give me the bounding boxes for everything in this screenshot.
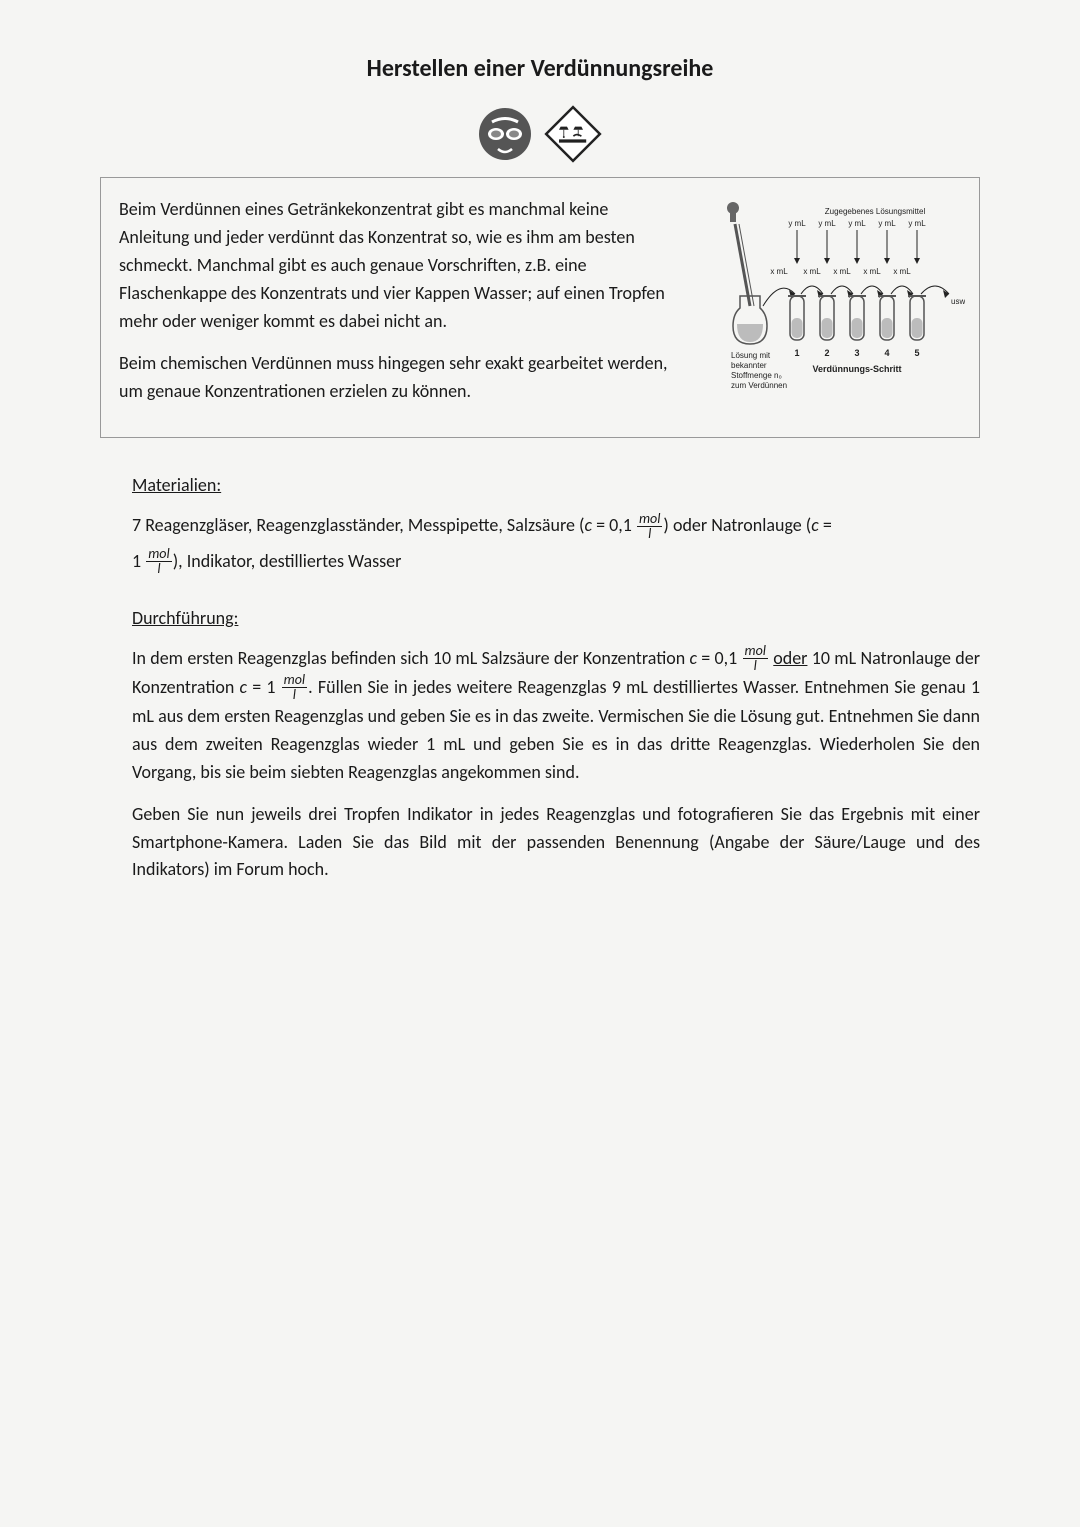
x-label-2: x mL: [833, 267, 851, 276]
intro-p2: Beim chemischen Verdünnen muss hingegen …: [119, 350, 681, 406]
mat-t1: 7 Reagenzgläser, Reagenzglasständer, Mes…: [132, 514, 585, 536]
tube-num-4: 4: [884, 348, 889, 358]
diagram-src-l1: Lösung mit: [731, 351, 771, 360]
diagram-src-l4: zum Verdünnen: [731, 381, 787, 390]
mat-t2: = 0,1: [592, 514, 636, 536]
procedure-p2: Geben Sie nun jeweils drei Tropfen Indik…: [132, 801, 980, 885]
proc-t1: In dem ersten Reagenzglas befinden sich …: [132, 647, 689, 669]
mat-t6: ), Indikator, destilliertes Wasser: [173, 550, 402, 572]
mat-t5: 1: [132, 550, 145, 572]
dilution-diagram: Zugegebenes Lösungsmittel y mL y mL y mL…: [695, 196, 965, 419]
mat-t3: ) oder Natronlauge (: [663, 514, 811, 536]
x-label-1: x mL: [803, 267, 821, 276]
tube-num-3: 3: [854, 348, 859, 358]
content-block: Materialien: 7 Reagenzgläser, Reagenzgla…: [100, 472, 980, 884]
tube-num-1: 1: [794, 348, 799, 358]
mat-c2: c: [811, 514, 819, 536]
safety-icons-row: [100, 105, 980, 163]
diagram-src-l3: Stoffmenge n₀: [731, 371, 782, 380]
diagram-solvent-label: Zugegebenes Lösungsmittel: [825, 207, 926, 216]
mat-t4: =: [819, 514, 832, 536]
x-label-3: x mL: [863, 267, 881, 276]
frac-d3: l: [743, 659, 768, 673]
proc-t4: = 1: [247, 676, 281, 698]
mat-c1: c: [585, 514, 593, 536]
goggles-icon: [478, 107, 532, 161]
tube-num-2: 2: [824, 348, 829, 358]
diagram-etc: usw.: [951, 297, 965, 306]
proc-t2: = 0,1: [697, 647, 742, 669]
proc-c1: c: [689, 647, 697, 669]
frac-d2: l: [146, 562, 171, 576]
y-label-3: y mL: [848, 219, 866, 228]
x-label-0: x mL: [770, 267, 788, 276]
materials-text-2: 1 moll), Indikator, destilliertes Wasser: [132, 548, 980, 577]
procedure-heading: Durchführung:: [132, 605, 980, 633]
proc-oder: oder: [773, 647, 807, 669]
proc-c2: c: [240, 676, 248, 698]
frac-d1: l: [637, 527, 662, 541]
frac-d4: l: [282, 688, 307, 702]
intro-p1: Beim Verdünnen eines Getränkekonzentrat …: [119, 196, 681, 335]
materials-text: 7 Reagenzgläser, Reagenzglasständer, Mes…: [132, 512, 980, 541]
materials-heading: Materialien:: [132, 472, 980, 500]
x-label-4: x mL: [893, 267, 911, 276]
intro-box: Beim Verdünnen eines Getränkekonzentrat …: [100, 177, 980, 438]
page-title: Herstellen einer Verdünnungsreihe: [100, 50, 980, 87]
test-tubes: [788, 296, 926, 340]
y-label-4: y mL: [878, 219, 896, 228]
corrosive-hazard-icon: [544, 105, 602, 163]
y-label-2: y mL: [818, 219, 836, 228]
diagram-step-label: Verdünnungs-Schritt: [812, 364, 901, 374]
y-label-5: y mL: [908, 219, 926, 228]
intro-text: Beim Verdünnen eines Getränkekonzentrat …: [119, 196, 681, 419]
tube-num-5: 5: [914, 348, 919, 358]
y-label-1: y mL: [788, 219, 806, 228]
diagram-src-l2: bekannter: [731, 361, 767, 370]
procedure-p1: In dem ersten Reagenzglas befinden sich …: [132, 645, 980, 787]
